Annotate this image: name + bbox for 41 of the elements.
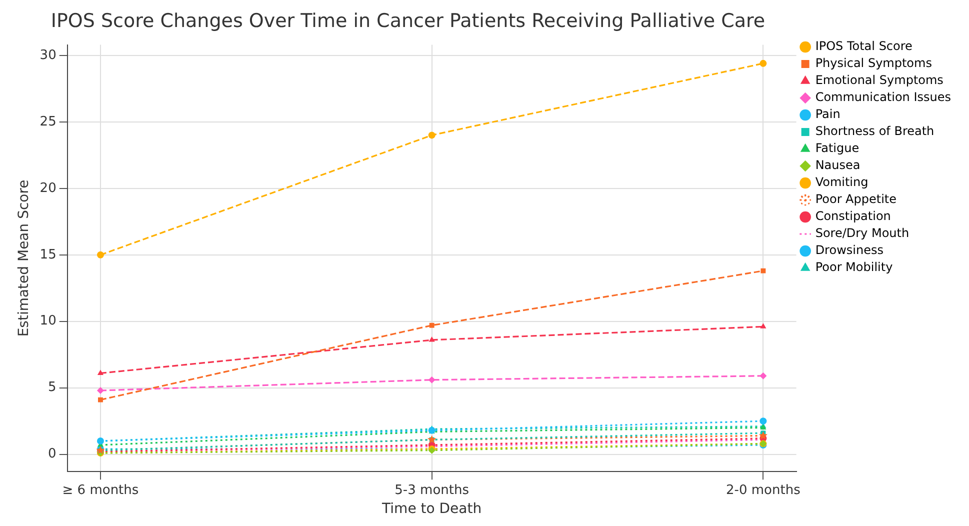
point xyxy=(428,132,436,139)
point xyxy=(428,336,435,342)
legend-label: Sore/Dry Mouth xyxy=(815,226,910,240)
chart-title: IPOS Score Changes Over Time in Cancer Patients Receiving Palliative Care xyxy=(50,9,766,34)
point xyxy=(760,268,766,274)
y-tick-label: 5 xyxy=(48,380,56,396)
legend-label: Poor Mobility xyxy=(815,260,893,274)
x-tick-label: 2-0 months xyxy=(726,482,801,498)
y-tick-label: 10 xyxy=(40,314,56,329)
point xyxy=(428,376,436,384)
legend-label: IPOS Total Score xyxy=(815,39,912,54)
x-axis-title: Time to Death xyxy=(381,501,482,518)
y-tick-label: 20 xyxy=(40,180,56,196)
y-tick-label: 30 xyxy=(40,48,56,63)
legend-label: Drowsiness xyxy=(815,243,884,258)
y-tick-label: 15 xyxy=(40,247,56,262)
point xyxy=(760,323,766,328)
legend-label: Fatigue xyxy=(815,141,860,156)
legend-label: Shortness of Breath xyxy=(815,124,934,138)
x-tick-label: ≥ 6 months xyxy=(62,482,139,498)
y-tick-label: 25 xyxy=(40,114,56,130)
legend-label: Communication Issues xyxy=(815,90,952,104)
y-tick-label: 0 xyxy=(48,446,56,462)
legend-label: Constipation xyxy=(815,209,891,224)
point xyxy=(98,397,103,402)
point xyxy=(429,322,434,328)
legend-label: Emotional Symptoms xyxy=(815,73,944,88)
legend-label: Pain xyxy=(815,107,840,122)
point xyxy=(96,251,104,258)
point xyxy=(760,418,767,425)
point xyxy=(758,431,768,440)
legend-label: Poor Appetite xyxy=(815,192,897,206)
point xyxy=(760,60,767,67)
y-axis-title: Estimated Mean Score xyxy=(16,180,32,337)
point xyxy=(760,372,767,380)
point xyxy=(96,386,104,394)
legend-label: Physical Symptoms xyxy=(815,56,932,70)
x-tick-label: 5-3 months xyxy=(394,482,470,498)
legend-label: Vomiting xyxy=(815,175,868,190)
point xyxy=(97,370,104,375)
legend-label: Nausea xyxy=(815,158,860,172)
